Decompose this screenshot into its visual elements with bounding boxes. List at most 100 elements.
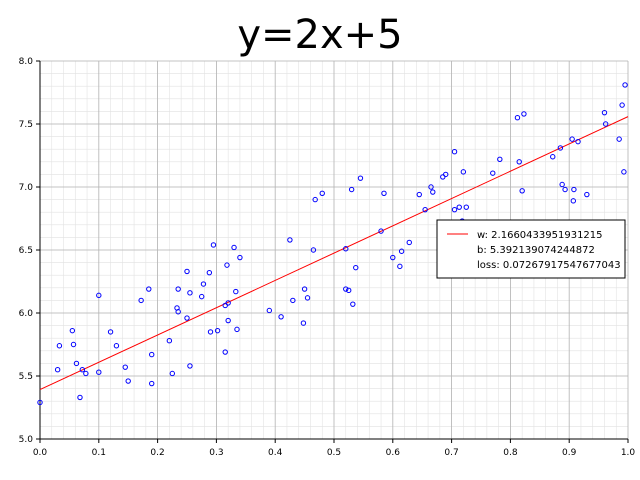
- x-tick-label: 0.6: [386, 448, 401, 458]
- scatter-point: [149, 380, 155, 387]
- scatter-point: [519, 188, 525, 194]
- scatter-point: [601, 109, 608, 116]
- scatter-points: [37, 82, 628, 406]
- legend-entry: b: 5.392139074244872: [477, 245, 595, 256]
- scatter-point: [514, 115, 521, 121]
- scatter-point: [406, 239, 412, 246]
- scatter-point: [569, 136, 575, 142]
- scatter-point: [233, 288, 239, 295]
- x-tick-label: 0.9: [562, 448, 577, 458]
- x-tick-label: 0.7: [444, 448, 458, 458]
- scatter-point: [521, 111, 527, 117]
- scatter-point: [210, 242, 217, 248]
- scatter-point: [169, 370, 176, 377]
- scatter-point: [430, 189, 436, 195]
- scatter-point: [56, 343, 63, 349]
- scatter-point: [187, 290, 193, 296]
- scatter-point: [353, 264, 359, 271]
- scatter-point: [346, 287, 352, 294]
- scatter-point: [290, 297, 296, 304]
- scatter-point: [559, 181, 565, 188]
- scatter-point: [69, 327, 76, 334]
- scatter-point: [602, 121, 609, 127]
- scatter-point: [497, 156, 503, 162]
- legend: w: 2.1660433951931215 b: 5.39213907424487…: [436, 219, 626, 279]
- scatter-point: [231, 244, 237, 251]
- scatter-point: [79, 367, 86, 373]
- x-tick-label: 0.4: [268, 448, 283, 458]
- scatter-point: [200, 281, 207, 287]
- scatter-point: [125, 378, 131, 384]
- scatter-point: [562, 186, 568, 193]
- scatter-point: [225, 317, 231, 324]
- scatter-point: [234, 326, 240, 333]
- scatter-point: [300, 320, 307, 326]
- scatter-point: [570, 198, 577, 204]
- x-tick-label: 0.5: [327, 448, 341, 458]
- scatter-point: [350, 301, 356, 307]
- scatter-point: [222, 349, 228, 355]
- scatter-point: [54, 367, 61, 373]
- scatter-point: [149, 351, 155, 358]
- scatter-point: [460, 169, 467, 175]
- scatter-point: [319, 190, 325, 197]
- chart-title: y=2x+5: [237, 12, 402, 58]
- scatter-point: [343, 246, 349, 252]
- scatter-point: [214, 327, 221, 334]
- scatter-point: [550, 154, 556, 160]
- scatter-point: [166, 338, 173, 344]
- scatter-point: [287, 237, 293, 243]
- scatter-point: [225, 300, 231, 306]
- scatter-point: [138, 297, 144, 304]
- scatter-point: [184, 315, 190, 321]
- scatter-point: [571, 186, 577, 193]
- scatter-point: [175, 309, 181, 315]
- scatter-point: [96, 369, 102, 375]
- scatter-point: [357, 175, 364, 181]
- scatter-point: [73, 360, 80, 367]
- x-tick-label: 1.0: [621, 448, 636, 458]
- scatter-point: [463, 204, 469, 210]
- scatter-point: [343, 286, 349, 292]
- y-tick-label: 7.0: [19, 183, 34, 193]
- x-tick-label: 0.2: [150, 448, 164, 458]
- scatter-point: [584, 191, 590, 198]
- legend-entry: w: 2.1660433951931215: [477, 230, 603, 241]
- scatter-point: [390, 254, 396, 261]
- scatter-point: [422, 206, 428, 213]
- legend-box: [436, 219, 626, 279]
- scatter-point: [622, 82, 628, 88]
- scatter-point: [398, 248, 405, 254]
- scatter-point: [199, 293, 205, 300]
- scatter-point: [443, 171, 449, 178]
- scatter-point: [428, 184, 434, 190]
- scatter-point: [70, 341, 77, 348]
- scatter-point: [456, 204, 462, 210]
- scatter-point: [175, 286, 181, 292]
- plot-area: 0.0 0.1 0.2 0.3 0.4 0.5 0.6 0.7 0.8 0.9 1.0 5.0 5.5 6…: [19, 57, 636, 458]
- scatter-point: [621, 169, 627, 175]
- scatter-point: [113, 343, 120, 349]
- y-tick-label: 5.5: [19, 372, 33, 382]
- scatter-point: [278, 314, 284, 320]
- scatter-point: [451, 149, 458, 155]
- x-tick-label: 0.1: [92, 448, 106, 458]
- scatter-point: [237, 254, 243, 261]
- scatter-point: [96, 292, 102, 299]
- scatter-point: [557, 145, 564, 151]
- y-tick-label: 6.5: [19, 246, 33, 256]
- scatter-point: [224, 262, 230, 268]
- scatter-point: [348, 186, 355, 193]
- scatter-point: [490, 170, 496, 176]
- scatter-point: [122, 364, 128, 370]
- x-tick-label: 0.3: [209, 448, 223, 458]
- scatter-point: [304, 295, 311, 301]
- fit-line: [39, 116, 629, 391]
- scatter-point: [184, 268, 190, 275]
- scatter-point: [37, 399, 43, 406]
- scatter-point: [516, 159, 522, 165]
- y-tick-label: 5.0: [19, 435, 34, 445]
- scatter-point: [416, 191, 422, 198]
- scatter-point: [107, 329, 114, 335]
